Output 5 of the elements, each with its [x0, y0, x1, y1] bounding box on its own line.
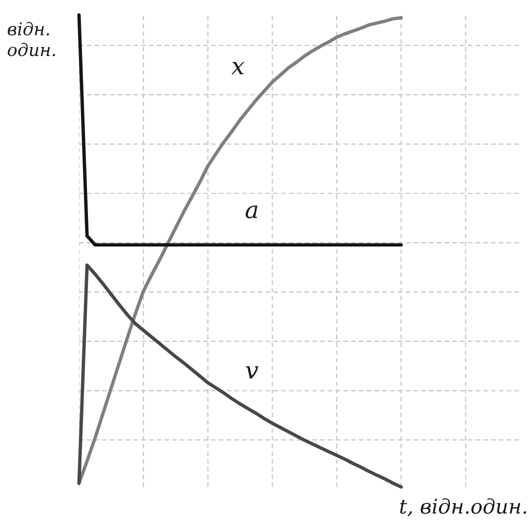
series-label: v [246, 366, 258, 378]
series-label: a [246, 205, 258, 218]
y-axis-title: відн. один. [8, 22, 55, 56]
x-axis-title: t, відн.один. [400, 498, 526, 516]
series-label: x [231, 62, 244, 74]
